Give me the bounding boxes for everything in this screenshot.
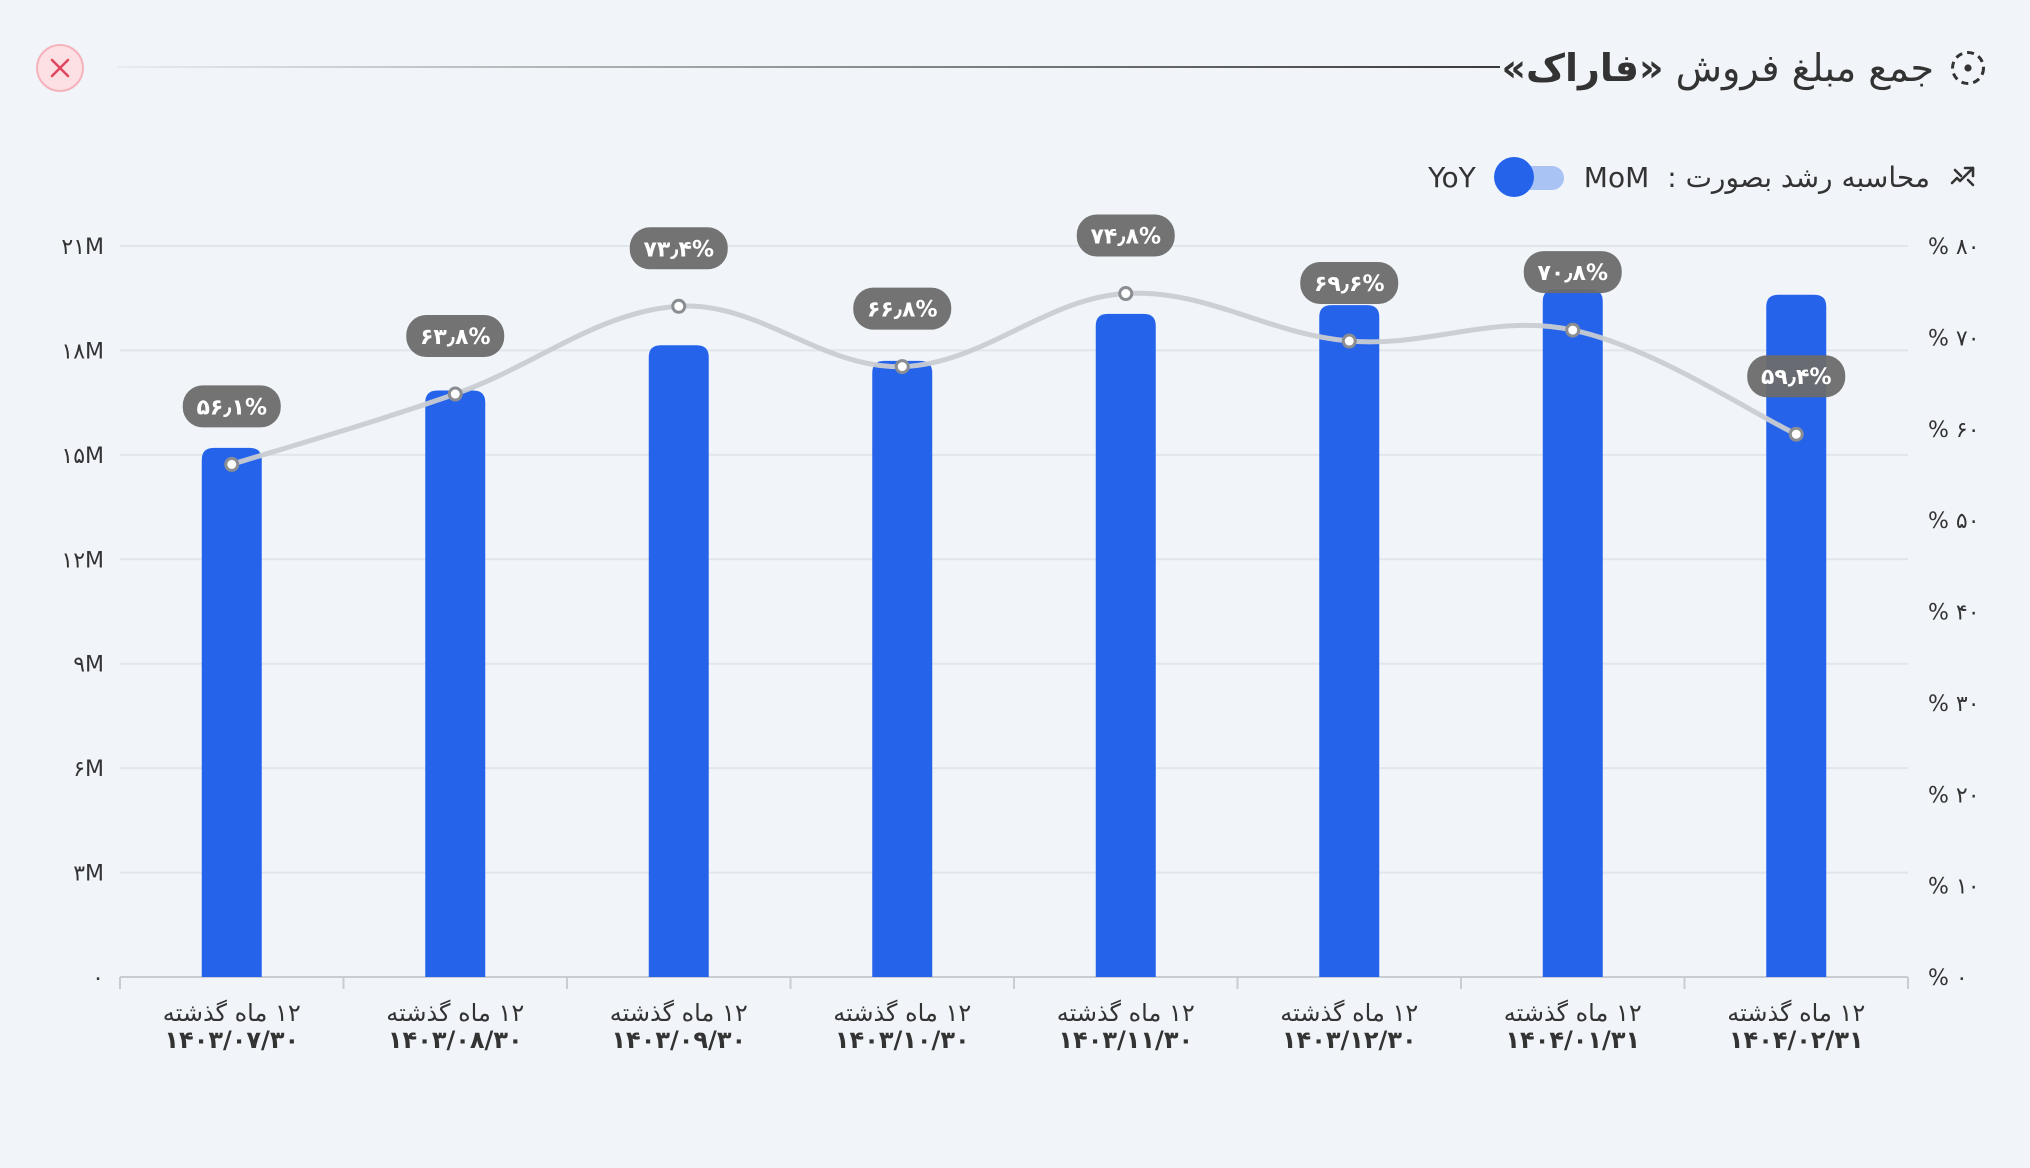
line-point: [1118, 286, 1134, 302]
x-tick-label-line1: ۱۲ ماه گذشته: [1504, 999, 1642, 1027]
growth-point: ۵۶٫۱%: [182, 385, 281, 472]
data-label: ۶۳٫۸%: [420, 325, 491, 350]
trend-arrow-icon: [1950, 166, 1975, 187]
bar: [872, 360, 933, 977]
data-label-bg: [853, 287, 952, 330]
x-tick-label-line2: ۱۴۰۳/۰۷/۳۰: [164, 1026, 299, 1054]
x-tick-label-line1: ۱۲ ماه گذشته: [163, 999, 301, 1027]
data-label: ۵۶٫۱%: [196, 395, 267, 420]
grid-lines: [120, 245, 1908, 874]
growth-point: ۶۹٫۶%: [1300, 262, 1399, 349]
mom-option[interactable]: MoM: [1583, 160, 1650, 194]
y-right-tick-label: % ۸۰: [1928, 235, 1980, 260]
y-right-tick-label: % ۶۰: [1928, 418, 1980, 443]
y-left-tick-label: ۱۵M: [61, 444, 104, 469]
bar: [648, 345, 709, 977]
growth-point: ۷۴٫۸%: [1076, 214, 1175, 302]
x-tick-label-line2: ۱۴۰۳/۱۲/۳۰: [1282, 1026, 1417, 1054]
data-label-bg: [629, 227, 728, 270]
y-left-tick-label: ۱۲M: [61, 548, 104, 573]
y-left-tick-label: ۰: [92, 966, 104, 991]
data-label: ۵۹٫۴%: [1761, 365, 1832, 390]
x-tick-label-line2: ۱۴۰۳/۰۸/۳۰: [388, 1026, 523, 1054]
bar-series: [201, 289, 1827, 978]
bar: [201, 447, 262, 977]
data-label: ۷۴٫۸%: [1090, 225, 1161, 250]
y-right-tick-label: % ۵۰: [1928, 509, 1980, 534]
toggle-knob: [1493, 157, 1534, 197]
growth-point: ۶۳٫۸%: [406, 315, 505, 402]
y-right-tick-label: % ۱۰: [1928, 875, 1980, 900]
x-tick-label-line2: ۱۴۰۳/۱۱/۳۰: [1058, 1026, 1193, 1054]
data-label: ۷۳٫۴%: [643, 237, 714, 262]
bar: [1542, 289, 1603, 977]
y-right-tick-label: % ۳۰: [1928, 692, 1980, 717]
bar: [1319, 305, 1380, 978]
line-point: [671, 298, 687, 314]
y-right-tick-label: % ۲۰: [1928, 783, 1980, 808]
x-tick-label-line2: ۱۴۰۴/۰۱/۳۱: [1505, 1026, 1640, 1054]
growth-point: ۷۳٫۴%: [629, 227, 728, 314]
title-group: جمع مبلغ فروش «فاراک»: [1502, 38, 1989, 98]
bar: [1095, 313, 1156, 978]
data-label-bg: [182, 385, 281, 428]
x-tick-label-line2: ۱۴۰۳/۱۰/۳۰: [835, 1026, 970, 1054]
data-label-bg: [1300, 262, 1399, 305]
bar: [1766, 294, 1827, 977]
page-title: جمع مبلغ فروش «فاراک»: [1502, 46, 1935, 90]
data-label: ۶۶٫۸%: [867, 298, 938, 323]
x-tick-label-line1: ۱۲ ماه گذشته: [833, 999, 971, 1027]
y-left-tick-label: ۲۱M: [61, 235, 104, 260]
y-right-tick-label: % ۷۰: [1928, 326, 1980, 351]
bar: [425, 390, 486, 977]
growth-point: ۷۰٫۸%: [1523, 251, 1622, 338]
line-point: [1341, 333, 1357, 349]
x-tick-label-line2: ۱۴۰۳/۰۹/۳۰: [611, 1026, 746, 1054]
dashed-circle-icon: [1951, 51, 1985, 85]
title-prefix: جمع مبلغ فروش: [1675, 46, 1934, 90]
header: جمع مبلغ فروش «فاراک»: [0, 0, 2030, 140]
y-left-tick-label: ۱۸M: [61, 339, 104, 364]
x-tick-label-line1: ۱۲ ماه گذشته: [1280, 999, 1418, 1027]
title-brand: «فاراک»: [1501, 46, 1664, 90]
y-right-tick-label: % ۰: [1928, 966, 1968, 991]
x-tick-label-line1: ۱۲ ماه گذشته: [386, 999, 524, 1027]
x-tick-label-line1: ۱۲ ماه گذشته: [1057, 999, 1195, 1027]
growth-point: ۶۶٫۸%: [853, 287, 952, 375]
data-label: ۷۰٫۸%: [1537, 261, 1608, 286]
growth-line: [229, 290, 1799, 467]
growth-mode-label: محاسبه رشد بصورت :: [1667, 160, 1930, 194]
x-tick-label-line2: ۱۴۰۴/۰۲/۳۱: [1729, 1026, 1864, 1054]
data-label-bg: [406, 315, 505, 358]
data-label-bg: [1747, 355, 1846, 398]
y-left-tick-label: ۶M: [73, 757, 104, 782]
title-divider: [118, 66, 1500, 68]
growth-mode-control: YoY MoM محاسبه رشد بصورت :: [1428, 150, 1978, 204]
line-point: [1788, 426, 1804, 442]
x-tick-label-line1: ۱۲ ماه گذشته: [610, 999, 748, 1027]
close-icon: [50, 58, 70, 78]
x-tick-label-line1: ۱۲ ماه گذشته: [1727, 999, 1865, 1027]
line-point: [447, 386, 463, 402]
y-left-tick-label: ۹M: [73, 653, 104, 678]
close-button[interactable]: [36, 44, 84, 92]
data-label-bg: [1523, 251, 1622, 294]
yoy-option[interactable]: YoY: [1428, 160, 1476, 194]
data-label: ۶۹٫۶%: [1314, 272, 1385, 297]
line-point: [224, 456, 240, 472]
growth-point: ۵۹٫۴%: [1747, 355, 1846, 442]
line-point: [894, 359, 910, 375]
line-point: [1565, 322, 1581, 338]
growth-mode-toggle[interactable]: [1493, 157, 1566, 197]
y-right-tick-label: % ۴۰: [1928, 601, 1980, 626]
y-left-tick-label: ۳M: [73, 862, 104, 887]
data-label-bg: [1076, 214, 1175, 257]
